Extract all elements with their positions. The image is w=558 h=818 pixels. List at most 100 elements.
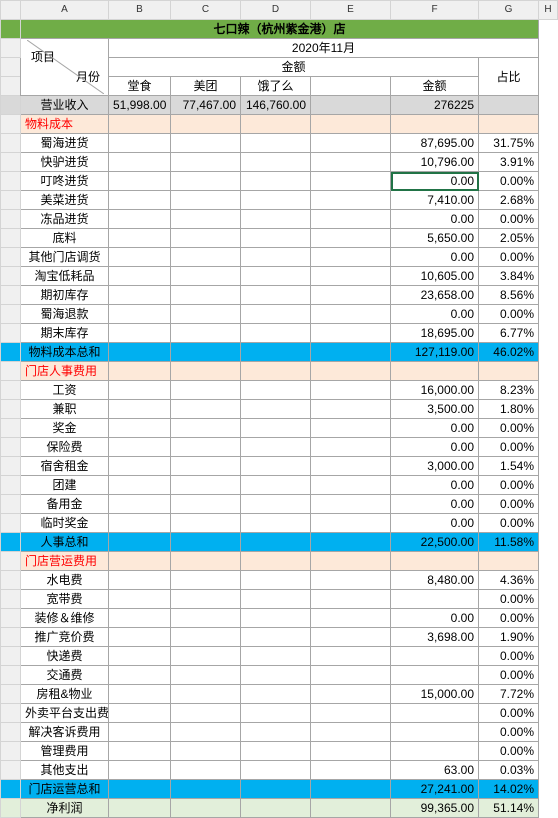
row-header[interactable] [1,286,21,305]
line-item-label: 底料 [21,229,109,248]
line-item-total[interactable]: 63.00 [391,761,479,780]
row-header[interactable] [1,438,21,457]
row-header[interactable] [1,571,21,590]
line-item-pct: 0.00% [479,723,539,742]
row-header[interactable] [1,628,21,647]
line-item-total[interactable]: 87,695.00 [391,134,479,153]
row-header[interactable] [1,704,21,723]
line-item-total[interactable]: 0.00 [391,438,479,457]
row-header[interactable] [1,153,21,172]
line-item-pct: 1.80% [479,400,539,419]
row-header[interactable] [1,761,21,780]
revenue-value[interactable]: 51,998.00 [109,96,171,115]
row-header[interactable] [1,685,21,704]
channel-header: 美团 [171,77,241,96]
row-header[interactable] [1,533,21,552]
col-header[interactable]: F [391,1,479,20]
col-header[interactable]: A [21,1,109,20]
line-item-total[interactable]: 0.00 [391,172,479,191]
col-header[interactable]: B [109,1,171,20]
row-header[interactable] [1,134,21,153]
line-item-total[interactable]: 7,410.00 [391,191,479,210]
row-header[interactable] [1,552,21,571]
line-item-pct: 1.54% [479,457,539,476]
line-item-total[interactable]: 10,796.00 [391,153,479,172]
row-header[interactable] [1,609,21,628]
line-item-pct: 0.00% [479,704,539,723]
line-item-pct: 0.03% [479,761,539,780]
revenue-total[interactable]: 276225 [391,96,479,115]
line-item-total[interactable] [391,723,479,742]
row-header[interactable] [1,799,21,818]
line-item-pct: 0.00% [479,742,539,761]
row-header[interactable] [1,381,21,400]
line-item-total[interactable] [391,647,479,666]
spreadsheet-table[interactable]: ABCDEFGH七口辣（杭州紫金港）店项目月份2020年11月金额占比堂食美团饿… [0,0,558,818]
col-header[interactable]: D [241,1,311,20]
col-header[interactable]: H [539,1,558,20]
line-item-total[interactable]: 0.00 [391,476,479,495]
row-header[interactable] [1,780,21,799]
row-header[interactable] [1,210,21,229]
row-header[interactable] [1,495,21,514]
row-header[interactable] [1,362,21,381]
row-header[interactable] [1,229,21,248]
row-header[interactable] [1,419,21,438]
line-item-total[interactable]: 0.00 [391,609,479,628]
line-item-pct: 0.00% [479,419,539,438]
row-header[interactable] [1,58,21,77]
row-header[interactable] [1,191,21,210]
row-header[interactable] [1,647,21,666]
line-item-total[interactable]: 16,000.00 [391,381,479,400]
row-header[interactable] [1,343,21,362]
line-item-total[interactable]: 23,658.00 [391,286,479,305]
row-header[interactable] [1,172,21,191]
line-item-total[interactable]: 3,000.00 [391,457,479,476]
line-item-label: 美菜进货 [21,191,109,210]
row-header[interactable] [1,723,21,742]
row-header[interactable] [1,77,21,96]
col-header[interactable]: E [311,1,391,20]
row-header[interactable] [1,248,21,267]
line-item-total[interactable]: 3,698.00 [391,628,479,647]
line-item-total[interactable]: 0.00 [391,419,479,438]
line-item-total[interactable]: 0.00 [391,305,479,324]
line-item-total[interactable]: 0.00 [391,514,479,533]
row-header[interactable] [1,20,21,39]
line-item-total[interactable]: 5,650.00 [391,229,479,248]
line-item-total[interactable]: 0.00 [391,495,479,514]
line-item-total[interactable]: 8,480.00 [391,571,479,590]
line-item-total[interactable] [391,742,479,761]
row-header[interactable] [1,457,21,476]
row-header[interactable] [1,514,21,533]
line-item-total[interactable]: 10,605.00 [391,267,479,286]
revenue-value[interactable]: 77,467.00 [171,96,241,115]
net-profit-pct: 51.14% [479,799,539,818]
line-item-total[interactable]: 18,695.00 [391,324,479,343]
row-header[interactable] [1,115,21,134]
col-header[interactable] [1,1,21,20]
row-header[interactable] [1,400,21,419]
line-item-total[interactable]: 0.00 [391,210,479,229]
row-header[interactable] [1,324,21,343]
col-header[interactable]: G [479,1,539,20]
row-header[interactable] [1,267,21,286]
line-item-total[interactable] [391,704,479,723]
row-header[interactable] [1,742,21,761]
row-header[interactable] [1,305,21,324]
line-item-total[interactable] [391,590,479,609]
line-item-total[interactable]: 0.00 [391,248,479,267]
line-item-total[interactable] [391,666,479,685]
row-header[interactable] [1,476,21,495]
col-header[interactable]: C [171,1,241,20]
row-header[interactable] [1,590,21,609]
net-profit-label: 净利润 [21,799,109,818]
line-item-total[interactable]: 15,000.00 [391,685,479,704]
subtotal-total: 27,241.00 [391,780,479,799]
row-header[interactable] [1,666,21,685]
line-item-total[interactable]: 3,500.00 [391,400,479,419]
channel-header: 堂食 [109,77,171,96]
row-header[interactable] [1,39,21,58]
row-header[interactable] [1,96,21,115]
revenue-value[interactable]: 146,760.00 [241,96,311,115]
